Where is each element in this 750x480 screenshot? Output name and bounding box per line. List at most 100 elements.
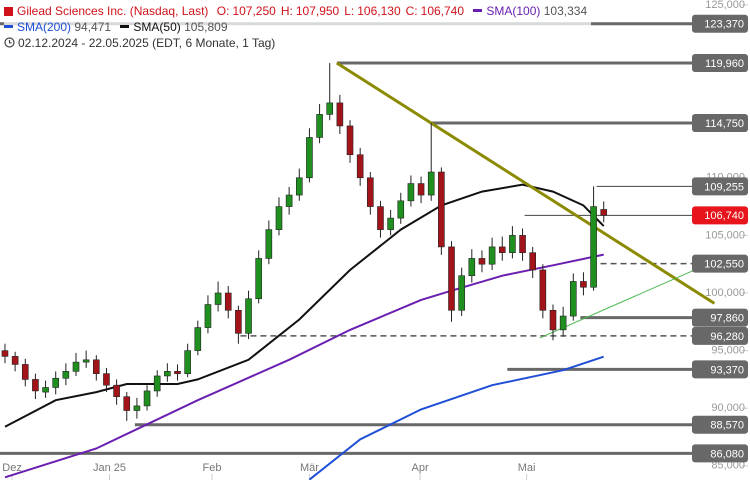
candle-body (519, 235, 526, 253)
candle-body (590, 206, 597, 288)
candle-body (1, 350, 9, 357)
level-label-box (692, 14, 748, 33)
candle-body (580, 281, 587, 288)
x-tick-label: Dez (2, 462, 22, 474)
level-label: 123,370 (704, 19, 744, 31)
candle-body (133, 405, 141, 411)
candle-body (346, 125, 354, 156)
level-label: 119,960 (705, 58, 744, 70)
level-label-box (692, 206, 748, 225)
candle-body (377, 206, 384, 230)
candle-body (153, 375, 161, 392)
level-label: 93,370 (710, 364, 744, 376)
candle-body (21, 364, 29, 380)
candle-body (32, 379, 39, 392)
level-label-box (692, 326, 748, 345)
quote-label: L: (344, 4, 355, 18)
level-label: 96,280 (710, 331, 744, 343)
y-tick-label: 85,000 (711, 460, 745, 472)
candle-body (336, 102, 344, 127)
level-label-box (692, 415, 748, 434)
quote-value: 106,740 (420, 4, 465, 18)
trend-line (335, 61, 716, 305)
level-label-box (692, 360, 748, 379)
clock-icon (4, 37, 15, 48)
x-tick-label: Jan 25 (93, 462, 126, 474)
level-label: 106,740 (704, 210, 744, 222)
quote-value: 107,950 (295, 4, 340, 18)
legend-icon (4, 7, 13, 16)
y-tick-label: 125,000 (705, 0, 745, 11)
candle-body (11, 356, 19, 365)
legend-swatch (4, 25, 13, 28)
candle-body (82, 359, 90, 363)
quote-value: 107,250 (232, 4, 276, 18)
quote-label: C: (405, 4, 418, 18)
legend-value: 103,334 (543, 4, 588, 18)
candle-body (204, 304, 212, 328)
quote-value: 106,130 (357, 4, 401, 18)
sma-line (308, 355, 605, 480)
candle-body (113, 384, 120, 397)
candle-body (255, 258, 262, 300)
x-tick-label: Mai (518, 462, 536, 474)
level-label: 86,080 (710, 448, 744, 460)
y-tick-label: 95,000 (711, 345, 745, 357)
level-label: 114,750 (705, 118, 744, 130)
x-tick-label: Apr (411, 462, 428, 474)
level-label-box (692, 254, 748, 273)
trend-line (539, 264, 706, 339)
candle-body (72, 361, 80, 372)
instrument-title: Gilead Sciences Inc. (Nasdaq, Last) (17, 4, 209, 18)
candle-body (367, 177, 374, 207)
candle-body (93, 359, 100, 374)
candle-body (123, 396, 131, 411)
sma-line (4, 253, 604, 479)
candle-body (407, 183, 415, 202)
candle-body (214, 292, 222, 305)
candle-body (387, 217, 394, 230)
level-label: 88,570 (710, 420, 744, 432)
candle-body (42, 387, 49, 393)
x-tick-label: Feb (203, 462, 222, 474)
candle-body (509, 235, 516, 253)
legend-swatch (473, 9, 483, 12)
period: 02.12.2024 - 22.05.2025 (18, 36, 149, 50)
candle-body (316, 114, 323, 138)
candle-body (306, 137, 313, 179)
candle-body (184, 350, 191, 374)
level-label-box (692, 114, 748, 133)
candle-body (397, 200, 405, 219)
candle-body (417, 183, 425, 196)
y-tick-label: 100,000 (705, 287, 745, 299)
candle-body (326, 102, 334, 115)
legend-name: SMA(200) (17, 20, 72, 34)
y-tick-label: 105,000 (705, 229, 745, 241)
quote-label: H: (280, 4, 293, 18)
legend: Gilead Sciences Inc. (Nasdaq, Last) O: 10… (4, 3, 592, 51)
candle-body (285, 194, 293, 207)
candle-body (103, 373, 110, 386)
candle-body (275, 206, 283, 230)
candle-body (458, 275, 465, 311)
legend-name: SMA(100) (486, 4, 541, 18)
period-note: (EDT, 6 Monate, 1 Tag) (152, 36, 276, 50)
candle-body (194, 327, 202, 351)
candle-body (164, 371, 171, 377)
quote: O: 107,250 H: 107,950 L: 106,130 C: 106,740 (212, 4, 464, 18)
candle-body (224, 292, 232, 311)
candle-body (488, 246, 496, 265)
level-label-box (692, 177, 748, 196)
sma-line (4, 183, 605, 428)
candle-body (174, 371, 181, 374)
candle-body (478, 258, 486, 265)
candle-body (62, 371, 70, 379)
level-label-box (692, 54, 748, 73)
candle-body (549, 309, 557, 331)
candle-body (438, 171, 445, 248)
candle-body (143, 390, 151, 407)
y-tick-label: 90,000 (711, 402, 745, 414)
candle-body (529, 252, 536, 271)
